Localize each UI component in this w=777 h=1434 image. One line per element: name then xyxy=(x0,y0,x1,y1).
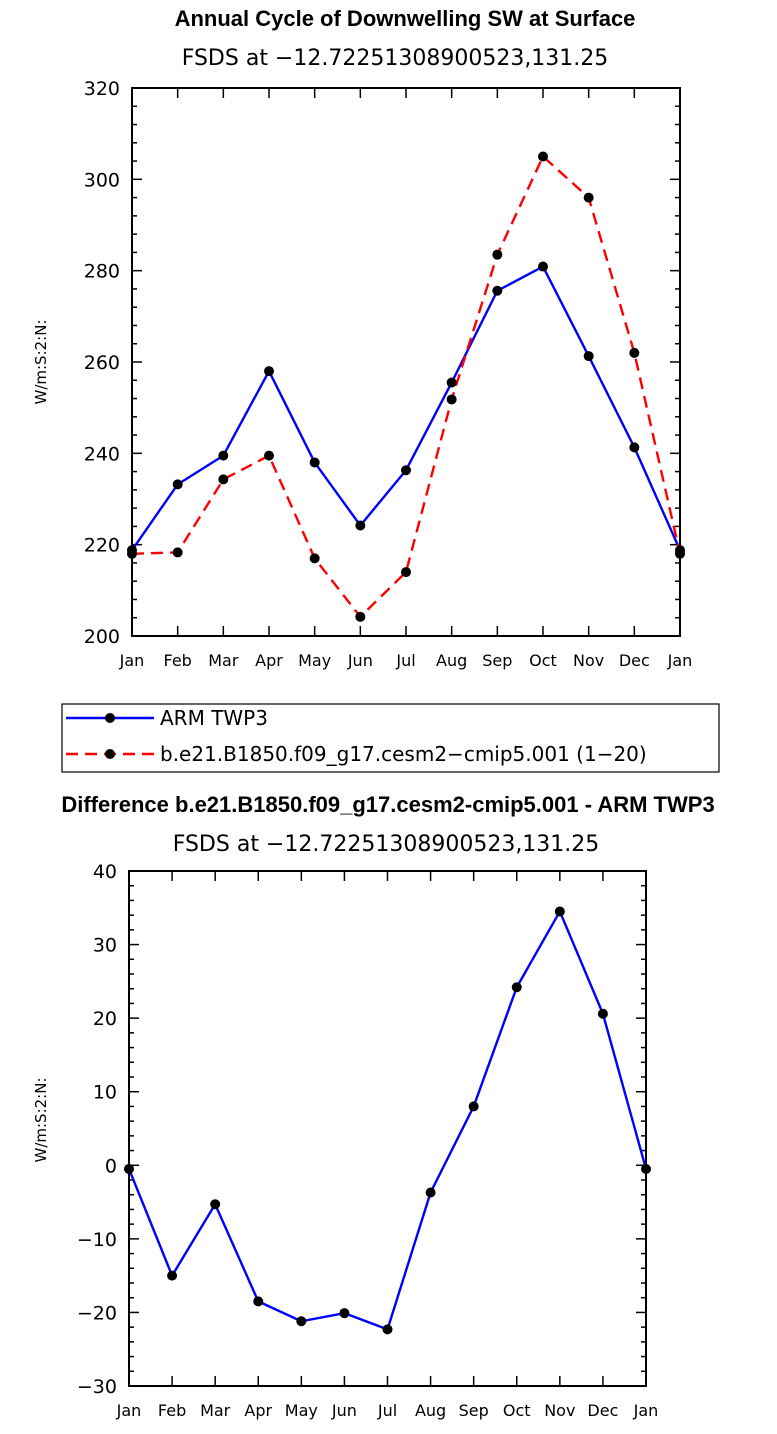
plot-frame xyxy=(131,87,681,637)
data-point-0 xyxy=(511,982,522,993)
x-tick-label: Jan xyxy=(116,1401,142,1420)
legend-label-arm: ARM TWP3 xyxy=(160,706,268,730)
y-tick-label: −10 xyxy=(77,1229,117,1251)
data-point-0 xyxy=(554,906,565,917)
data-point-0 xyxy=(355,520,366,531)
data-point-0 xyxy=(583,351,594,362)
x-tick-label: Nov xyxy=(573,651,604,670)
data-point-1 xyxy=(355,611,366,622)
x-tick-label: Apr xyxy=(244,1401,272,1420)
data-point-0 xyxy=(172,479,183,490)
y-tick-label: 10 xyxy=(93,1082,117,1104)
y-tick-label: 40 xyxy=(93,861,117,883)
y-axis-title: W/m:S:2:N: xyxy=(32,320,50,405)
y-tick-label: −20 xyxy=(77,1302,117,1324)
x-tick-label: Nov xyxy=(544,1401,575,1420)
y-tick-label: 30 xyxy=(93,935,117,957)
x-tick-label: Sep xyxy=(482,651,512,670)
annual-cycle-panel: Annual Cycle of Downwelling SW at Surfac… xyxy=(32,6,720,773)
chart-subtitle: FSDS at −12.72251308900523,131.25 xyxy=(182,46,609,71)
series-line-0 xyxy=(131,265,682,551)
data-point-0 xyxy=(218,450,229,461)
x-tick-label: Apr xyxy=(255,651,283,670)
chart-title: Annual Cycle of Downwelling SW at Surfac… xyxy=(175,6,636,31)
data-point-0 xyxy=(210,1199,221,1210)
data-point-0 xyxy=(446,377,457,388)
data-point-1 xyxy=(629,347,640,358)
data-point-0 xyxy=(425,1187,436,1198)
x-tick-label: Jan xyxy=(667,651,693,670)
x-tick-label: Jan xyxy=(633,1401,659,1420)
data-point-1 xyxy=(309,553,320,564)
data-point-0 xyxy=(538,261,548,272)
data-point-0 xyxy=(597,1008,608,1019)
y-tick-label: 20 xyxy=(93,1008,117,1030)
data-point-0 xyxy=(401,465,411,476)
x-tick-label: Jul xyxy=(377,1401,397,1420)
data-point-1 xyxy=(446,394,457,405)
legend: ARM TWP3 b.e21.B1850.f09_g17.cesm2−cmip5… xyxy=(61,703,720,773)
y-tick-label: −30 xyxy=(77,1376,117,1398)
data-point-0 xyxy=(309,457,320,468)
legend-marker-arm xyxy=(105,713,115,723)
x-tick-label: Feb xyxy=(158,1401,186,1420)
y-tick-label: 240 xyxy=(84,443,120,465)
x-tick-label: Aug xyxy=(415,1401,446,1420)
data-point-1 xyxy=(218,474,229,485)
data-point-1 xyxy=(492,249,503,260)
data-point-1 xyxy=(401,567,411,578)
chart-title: Difference b.e21.B1850.f09_g17.cesm2-cmi… xyxy=(61,792,714,817)
data-point-0 xyxy=(124,1163,134,1174)
x-tick-label: Dec xyxy=(587,1401,618,1420)
y-tick-label: 220 xyxy=(84,535,120,557)
y-tick-label: 280 xyxy=(84,261,120,283)
data-point-0 xyxy=(264,366,274,377)
y-tick-label: 200 xyxy=(84,626,120,648)
chart-subtitle: FSDS at −12.72251308900523,131.25 xyxy=(173,832,600,857)
data-point-0 xyxy=(253,1296,264,1307)
x-tick-label: Jul xyxy=(395,651,415,670)
data-point-1 xyxy=(583,192,594,203)
data-point-0 xyxy=(492,285,503,296)
x-tick-label: Sep xyxy=(459,1401,489,1420)
x-tick-label: May xyxy=(298,651,331,670)
y-tick-label: 260 xyxy=(84,352,120,374)
x-tick-label: Mar xyxy=(200,1401,231,1420)
data-point-0 xyxy=(382,1324,393,1335)
x-tick-label: Mar xyxy=(208,651,239,670)
legend-box xyxy=(61,703,720,773)
x-tick-label: Aug xyxy=(436,651,467,670)
data-point-1 xyxy=(264,450,274,461)
data-point-0 xyxy=(641,1163,651,1174)
y-tick-label: 0 xyxy=(105,1155,117,1177)
legend-label-model: b.e21.B1850.f09_g17.cesm2−cmip5.001 (1−2… xyxy=(160,742,647,766)
x-tick-label: May xyxy=(285,1401,318,1420)
data-point-0 xyxy=(629,442,640,453)
x-tick-label: Dec xyxy=(619,651,650,670)
x-tick-label: Jan xyxy=(119,651,145,670)
data-point-0 xyxy=(296,1316,307,1327)
series-line-0 xyxy=(127,910,648,1331)
x-tick-label: Oct xyxy=(529,651,557,670)
data-point-1 xyxy=(675,548,685,559)
data-point-1 xyxy=(172,547,183,558)
data-point-0 xyxy=(167,1270,178,1281)
legend-marker-model xyxy=(105,749,115,759)
series-line-1 xyxy=(131,155,682,619)
x-tick-label: Oct xyxy=(503,1401,531,1420)
x-tick-label: Feb xyxy=(164,651,192,670)
plot-frame xyxy=(128,870,647,1387)
data-point-1 xyxy=(538,151,548,162)
data-point-1 xyxy=(127,548,137,559)
x-tick-label: Jun xyxy=(347,651,373,670)
data-point-0 xyxy=(468,1101,479,1112)
y-tick-label: 320 xyxy=(84,78,120,100)
y-tick-label: 300 xyxy=(84,169,120,191)
x-tick-label: Jun xyxy=(331,1401,357,1420)
data-point-0 xyxy=(339,1308,350,1319)
difference-panel: Difference b.e21.B1850.f09_g17.cesm2-cmi… xyxy=(32,792,715,1420)
y-axis-title: W/m:S:2:N: xyxy=(32,1078,50,1163)
